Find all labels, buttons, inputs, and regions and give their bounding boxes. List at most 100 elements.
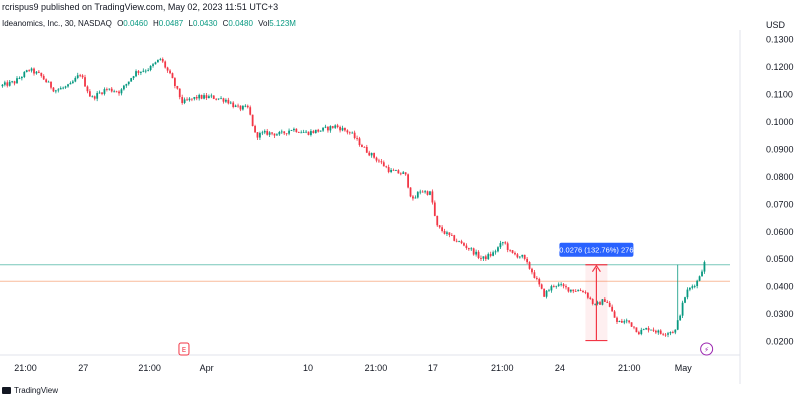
event-markers[interactable]: E ⚡ bbox=[178, 342, 714, 356]
candle-body bbox=[314, 129, 317, 134]
chart-header: rcrispus9 published on TradingView.com, … bbox=[0, 0, 740, 36]
tradingview-brand: TradingView bbox=[14, 386, 59, 395]
candle-body bbox=[375, 157, 378, 161]
candle-body bbox=[552, 286, 555, 287]
candle-body bbox=[540, 284, 543, 289]
candle-body bbox=[50, 81, 52, 88]
candle-body bbox=[222, 98, 225, 102]
candle-body bbox=[324, 126, 327, 128]
time-axis[interactable]: 21:00 27 21:00 Apr 10 21:00 17 21:00 24 21:00 May bbox=[14, 363, 692, 373]
price-chart[interactable]: 0.0276 (132.76%) 276 0.13000.12000.11000… bbox=[0, 0, 800, 384]
candle-body bbox=[268, 132, 271, 135]
candle-body bbox=[514, 252, 516, 255]
candle-body bbox=[392, 169, 395, 171]
candle-body bbox=[691, 286, 694, 288]
tradingview-logo[interactable]: TradingView bbox=[2, 386, 58, 395]
symbol-name[interactable]: Ideanomics, Inc., 30, NASDAQ bbox=[2, 19, 112, 28]
candle-body bbox=[429, 191, 431, 195]
candle-body bbox=[142, 70, 145, 72]
candle-body bbox=[623, 321, 626, 323]
candle-body bbox=[13, 81, 16, 84]
candle-body bbox=[380, 161, 383, 163]
candle-body bbox=[569, 289, 572, 292]
symbol-legend: Ideanomics, Inc., 30, NASDAQ O0.0460 H0.… bbox=[2, 19, 296, 28]
candle-body bbox=[300, 132, 303, 134]
candle-body bbox=[144, 70, 147, 72]
candle-body bbox=[101, 92, 103, 94]
candle-body bbox=[74, 77, 77, 82]
candle-body bbox=[698, 276, 701, 281]
candle-body bbox=[562, 284, 565, 287]
candle-body bbox=[460, 241, 463, 244]
measure-tool[interactable]: 0.0276 (132.76%) 276 bbox=[559, 242, 634, 342]
candle-body bbox=[431, 191, 434, 203]
candle-body bbox=[232, 102, 235, 108]
candle-body bbox=[477, 251, 480, 258]
candle-body bbox=[674, 329, 677, 333]
candle-body bbox=[637, 332, 640, 335]
candle-body bbox=[191, 98, 193, 100]
candle-body bbox=[606, 301, 609, 303]
candle-body bbox=[421, 191, 424, 193]
candle-body bbox=[11, 81, 14, 83]
candle-body bbox=[453, 235, 456, 241]
candle-body bbox=[450, 234, 453, 236]
candle-body bbox=[261, 132, 264, 134]
y-tick-label: 0.0400 bbox=[766, 282, 794, 292]
candle-body bbox=[35, 71, 38, 74]
candle-body bbox=[234, 105, 237, 108]
candle-body bbox=[601, 299, 604, 305]
candle-body bbox=[652, 329, 655, 331]
candle-body bbox=[161, 58, 164, 62]
candle-body bbox=[132, 76, 135, 79]
candle-body bbox=[664, 334, 667, 336]
candle-body bbox=[662, 333, 665, 335]
candle-body bbox=[353, 132, 356, 139]
candle-body bbox=[71, 81, 74, 83]
candle-body bbox=[312, 131, 315, 134]
candle-body bbox=[210, 95, 213, 97]
candle-body bbox=[302, 132, 305, 133]
candle-body bbox=[693, 286, 696, 287]
candle-body bbox=[533, 272, 536, 278]
candle-body bbox=[681, 302, 684, 316]
candle-body bbox=[220, 98, 222, 100]
price-axis[interactable]: 0.1300 0.1200 0.1100 0.1000 0.0900 0.0800 0.07… bbox=[766, 34, 794, 346]
candle-body bbox=[567, 287, 570, 292]
candle-body bbox=[686, 289, 689, 298]
candle-body bbox=[414, 197, 417, 199]
candle-body bbox=[285, 133, 288, 135]
candle-body bbox=[378, 160, 380, 162]
x-tick-label: May bbox=[675, 363, 693, 373]
candle-body bbox=[633, 326, 635, 328]
measure-label: 0.0276 (132.76%) 276 bbox=[559, 246, 633, 255]
news-marker[interactable] bbox=[700, 342, 714, 356]
candle-body bbox=[489, 254, 492, 256]
x-tick-label: 24 bbox=[555, 363, 565, 373]
candle-body bbox=[188, 98, 191, 101]
candle-body bbox=[276, 134, 278, 136]
currency-label: USD bbox=[766, 20, 786, 30]
candle-body bbox=[6, 82, 9, 86]
candle-body bbox=[433, 202, 436, 216]
candle-body bbox=[676, 320, 679, 330]
candle-body bbox=[659, 330, 662, 334]
close-label: C bbox=[222, 19, 229, 28]
candle-body bbox=[280, 131, 283, 133]
candle-body bbox=[436, 215, 439, 226]
earnings-marker[interactable] bbox=[178, 342, 190, 356]
candle-body bbox=[305, 131, 307, 133]
candle-body bbox=[173, 78, 176, 86]
candle-body bbox=[113, 91, 116, 93]
candle-body bbox=[3, 82, 6, 85]
candle-body bbox=[186, 99, 188, 101]
candle-body bbox=[205, 95, 208, 99]
candle-body bbox=[283, 131, 286, 134]
candle-body bbox=[225, 99, 227, 102]
y-tick-label: 0.1300 bbox=[766, 34, 794, 44]
candle-body bbox=[550, 286, 553, 291]
candle-body bbox=[20, 77, 23, 79]
candle-body bbox=[557, 284, 560, 286]
candle-body bbox=[363, 146, 366, 148]
candle-body bbox=[399, 173, 402, 175]
